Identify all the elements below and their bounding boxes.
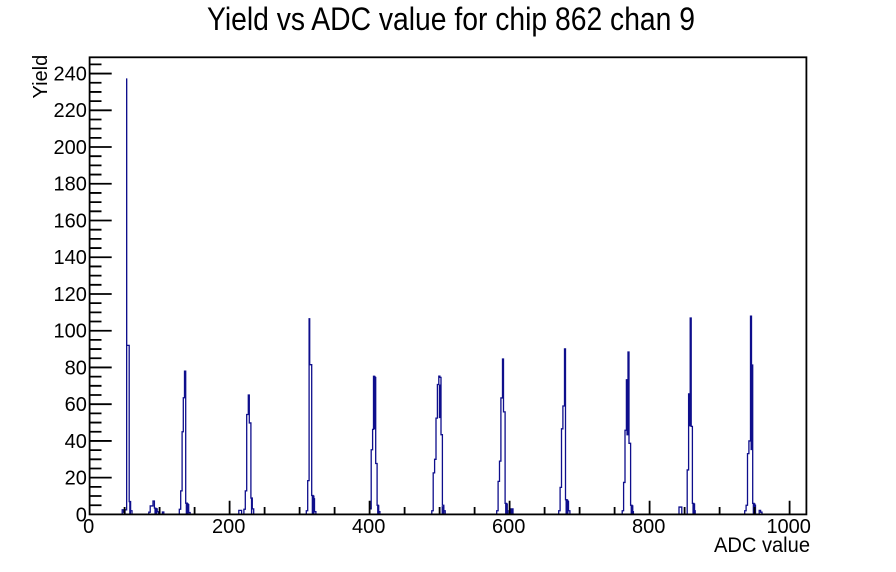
svg-text:240: 240: [54, 63, 87, 85]
svg-text:160: 160: [54, 210, 87, 232]
svg-text:1000: 1000: [766, 516, 811, 538]
svg-text:140: 140: [54, 247, 87, 269]
svg-text:40: 40: [65, 431, 87, 453]
svg-text:0: 0: [76, 504, 87, 526]
svg-text:800: 800: [632, 516, 665, 538]
svg-text:20: 20: [65, 468, 87, 490]
svg-text:200: 200: [212, 516, 245, 538]
svg-text:Yield: Yield: [30, 55, 52, 99]
svg-text:120: 120: [54, 284, 87, 306]
svg-text:ADC value: ADC value: [714, 534, 810, 557]
svg-text:60: 60: [65, 394, 87, 416]
svg-text:600: 600: [492, 516, 525, 538]
svg-text:0: 0: [83, 516, 94, 538]
svg-text:220: 220: [54, 100, 87, 122]
svg-text:400: 400: [352, 516, 385, 538]
svg-text:200: 200: [54, 137, 87, 159]
svg-text:180: 180: [54, 174, 87, 196]
svg-text:80: 80: [65, 357, 87, 379]
svg-text:100: 100: [54, 321, 87, 343]
svg-text:Yield vs ADC value for chip 86: Yield vs ADC value for chip 862 chan 9: [207, 1, 695, 37]
